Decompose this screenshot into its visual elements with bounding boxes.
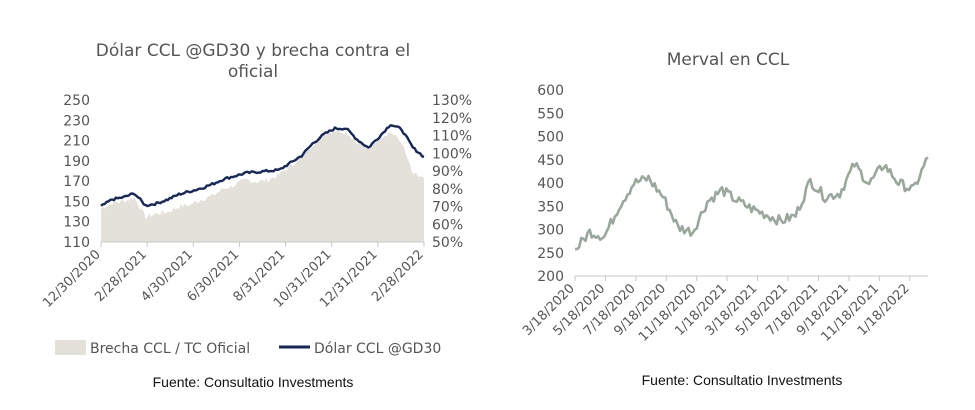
right-chart-y-tick-label: 500 (537, 130, 564, 146)
right-chart-y-tick-label: 200 (537, 269, 564, 285)
chart-left-title-line-1: Dólar CCL @GD30 y brecha contra el (96, 41, 410, 61)
right-chart-y-tick-label: 350 (537, 199, 564, 215)
left-y-tick-label: 230 (63, 113, 90, 129)
right-y-tick-label: 60% (432, 217, 463, 233)
chart-right-y-axis: 600 550 500 450 400 350 300 250 200 (537, 83, 564, 285)
series-dolar-line (100, 124, 425, 208)
chart-left-legend: Brecha CCL / TC Oficial Dólar CCL @GD30 (55, 340, 441, 357)
chart-right-plot (575, 156, 929, 251)
series-merval-line (575, 156, 929, 251)
right-y-tick-label: 110% (432, 129, 472, 145)
chart-left-x-axis: 12/30/20202/28/20214/30/20216/30/20218/3… (40, 241, 427, 311)
right-chart-y-tick-label: 600 (537, 83, 564, 99)
left-y-tick-label: 130 (63, 215, 90, 231)
left-x-tick-label: 12/30/2020 (40, 247, 104, 311)
right-chart-y-tick-label: 300 (537, 223, 564, 239)
legend-area-label: Brecha CCL / TC Oficial (90, 341, 250, 357)
left-y-tick-label: 150 (63, 194, 90, 210)
chart-left-source: Fuente: Consultatio Investments (153, 374, 354, 390)
legend-area-swatch (55, 340, 86, 355)
right-y-tick-label: 100% (432, 146, 472, 162)
right-chart-y-tick-label: 250 (537, 246, 564, 262)
chart-left-title-line-2: oficial (228, 62, 278, 82)
right-chart-y-tick-label: 400 (537, 176, 564, 192)
chart-right: Merval en CCL 600 550 500 450 400 350 300 250 20… (520, 50, 929, 388)
right-y-tick-label: 50% (432, 235, 463, 251)
right-chart-y-tick-label: 450 (537, 153, 564, 169)
left-y-tick-label: 170 (63, 174, 90, 190)
right-y-tick-label: 130% (432, 93, 472, 109)
left-y-tick-label: 210 (63, 134, 90, 150)
right-y-tick-label: 90% (432, 164, 463, 180)
right-y-tick-label: 80% (432, 182, 463, 198)
chart-right-source: Fuente: Consultatio Investments (642, 372, 843, 388)
right-y-tick-label: 70% (432, 200, 463, 216)
left-y-tick-label: 190 (63, 154, 90, 170)
chart-left: Dólar CCL @GD30 y brecha contra el ofici… (40, 41, 472, 390)
chart-right-x-axis: 3/18/20205/18/20207/18/20209/18/202011/1… (520, 275, 928, 345)
left-y-tick-label: 110 (63, 235, 90, 251)
chart-right-title: Merval en CCL (667, 50, 790, 70)
chart-left-plot (100, 124, 425, 242)
right-chart-y-tick-label: 550 (537, 106, 564, 122)
chart-left-right-axis: 130% 120% 110%100% 90% 80% 70%60% 50% (432, 93, 472, 251)
right-y-tick-label: 120% (432, 111, 472, 127)
left-y-tick-label: 250 (63, 93, 90, 109)
series-brecha-area (101, 129, 424, 242)
legend-line-label: Dólar CCL @GD30 (314, 341, 441, 357)
chart-left-left-axis: 250 230 210 190 170 150 130 110 (63, 93, 90, 251)
